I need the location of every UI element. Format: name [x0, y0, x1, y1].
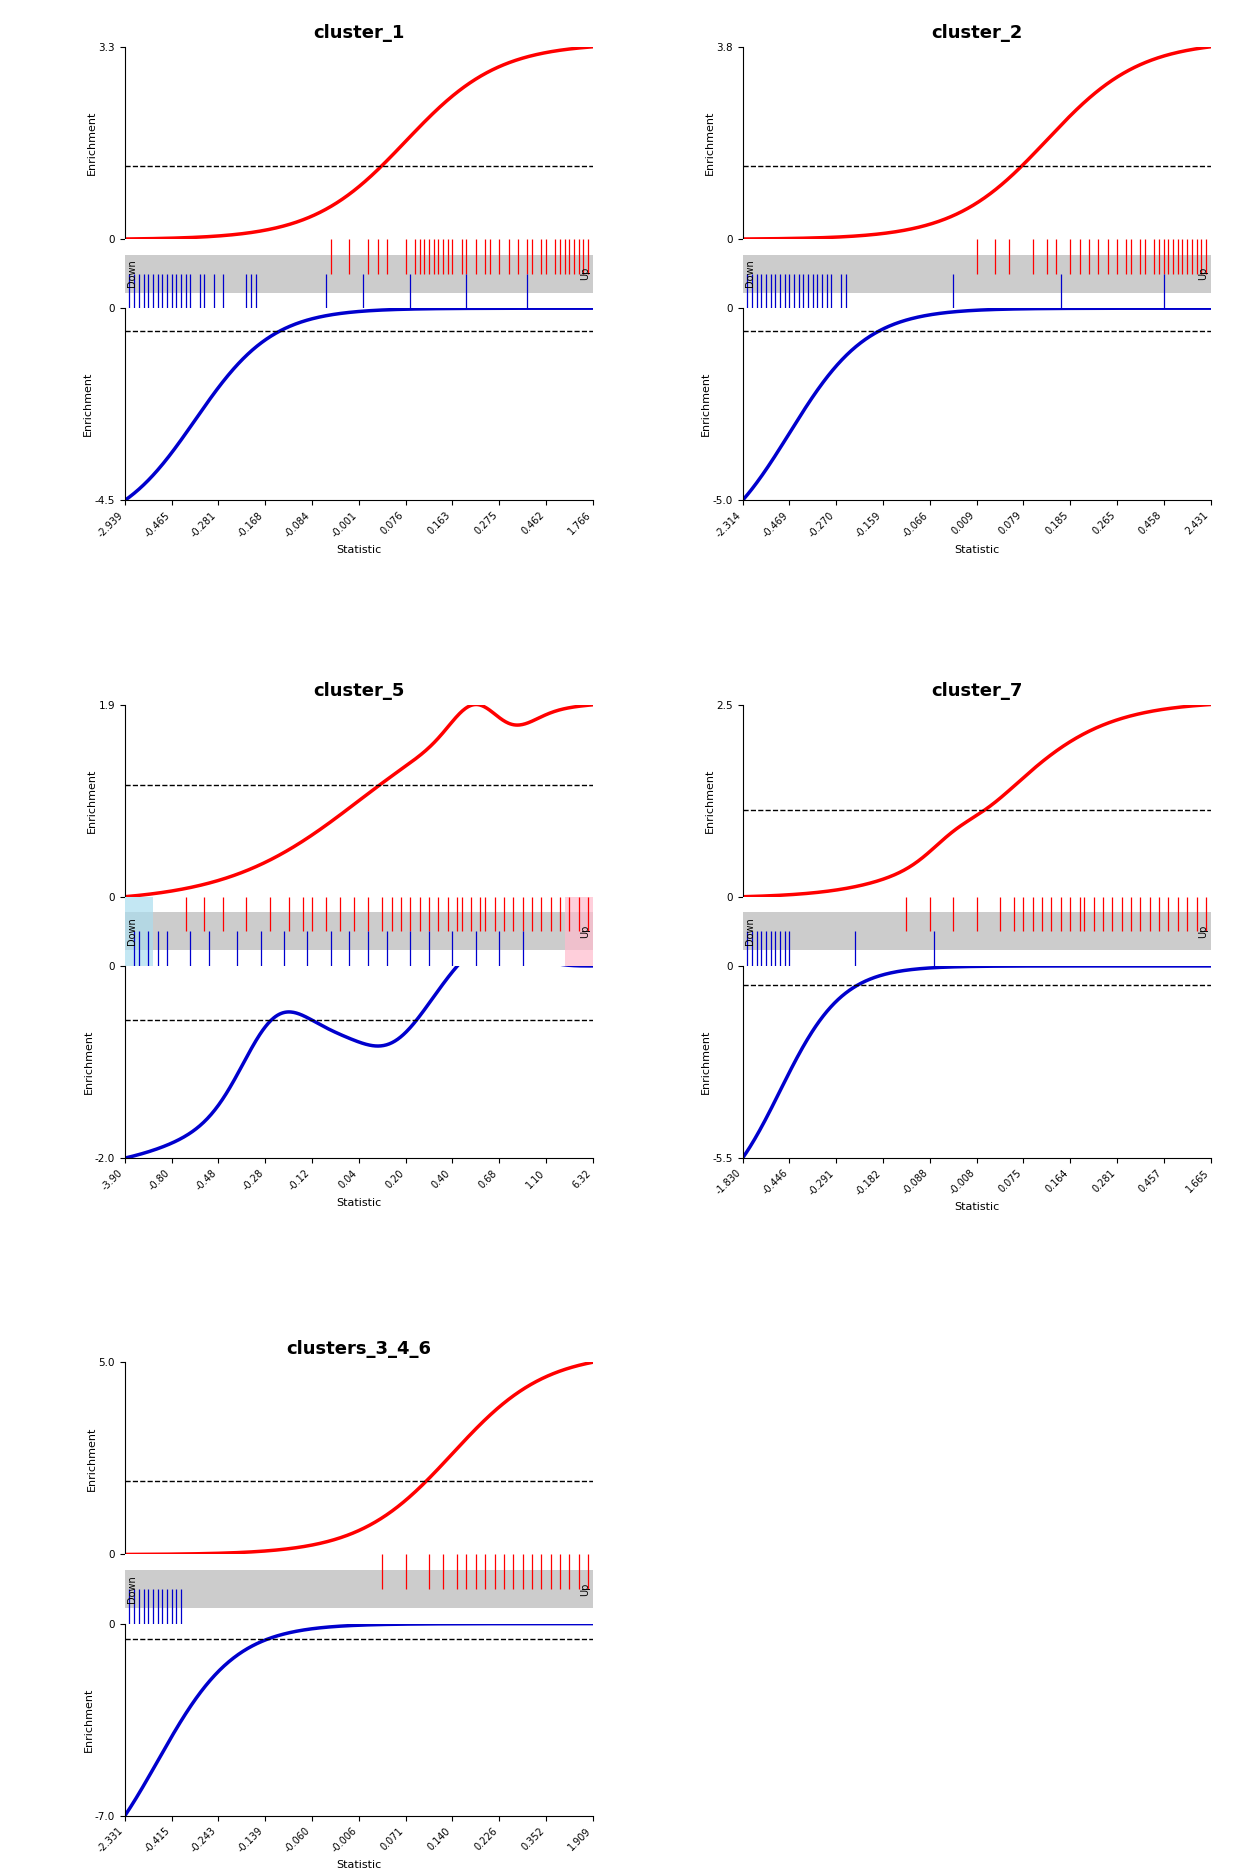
- Y-axis label: Enrichment: Enrichment: [84, 1687, 94, 1752]
- Y-axis label: Enrichment: Enrichment: [705, 768, 715, 833]
- Bar: [564, 897, 593, 966]
- Bar: [125, 912, 593, 951]
- Bar: [125, 1571, 593, 1608]
- Y-axis label: Enrichment: Enrichment: [87, 110, 97, 176]
- Bar: [743, 255, 1211, 292]
- Bar: [125, 255, 593, 292]
- Text: Up: Up: [1198, 268, 1208, 281]
- Text: Down: Down: [745, 917, 755, 945]
- Text: Down: Down: [745, 260, 755, 288]
- Title: cluster_2: cluster_2: [931, 24, 1022, 43]
- Text: Up: Up: [1198, 925, 1208, 938]
- X-axis label: Statistic: Statistic: [336, 545, 382, 554]
- Text: Up: Up: [580, 1582, 590, 1595]
- Y-axis label: Enrichment: Enrichment: [84, 1030, 94, 1095]
- X-axis label: Statistic: Statistic: [336, 1861, 382, 1870]
- Text: Up: Up: [580, 925, 590, 938]
- Y-axis label: Enrichment: Enrichment: [701, 373, 711, 436]
- Y-axis label: Enrichment: Enrichment: [705, 110, 715, 176]
- Text: Down: Down: [127, 260, 137, 288]
- X-axis label: Statistic: Statistic: [953, 1202, 1000, 1213]
- Y-axis label: Enrichment: Enrichment: [701, 1030, 711, 1095]
- Y-axis label: Enrichment: Enrichment: [87, 1426, 97, 1490]
- Text: Up: Up: [580, 268, 590, 281]
- Title: cluster_1: cluster_1: [313, 24, 404, 43]
- X-axis label: Statistic: Statistic: [336, 1198, 382, 1207]
- Title: cluster_5: cluster_5: [313, 681, 404, 700]
- Title: clusters_3_4_6: clusters_3_4_6: [286, 1340, 432, 1357]
- Text: Down: Down: [127, 917, 137, 945]
- Text: Down: Down: [127, 1574, 137, 1602]
- Bar: [125, 897, 152, 966]
- Title: cluster_7: cluster_7: [931, 681, 1022, 700]
- X-axis label: Statistic: Statistic: [953, 545, 1000, 554]
- Y-axis label: Enrichment: Enrichment: [87, 768, 97, 833]
- Bar: [743, 912, 1211, 951]
- Y-axis label: Enrichment: Enrichment: [84, 373, 94, 436]
